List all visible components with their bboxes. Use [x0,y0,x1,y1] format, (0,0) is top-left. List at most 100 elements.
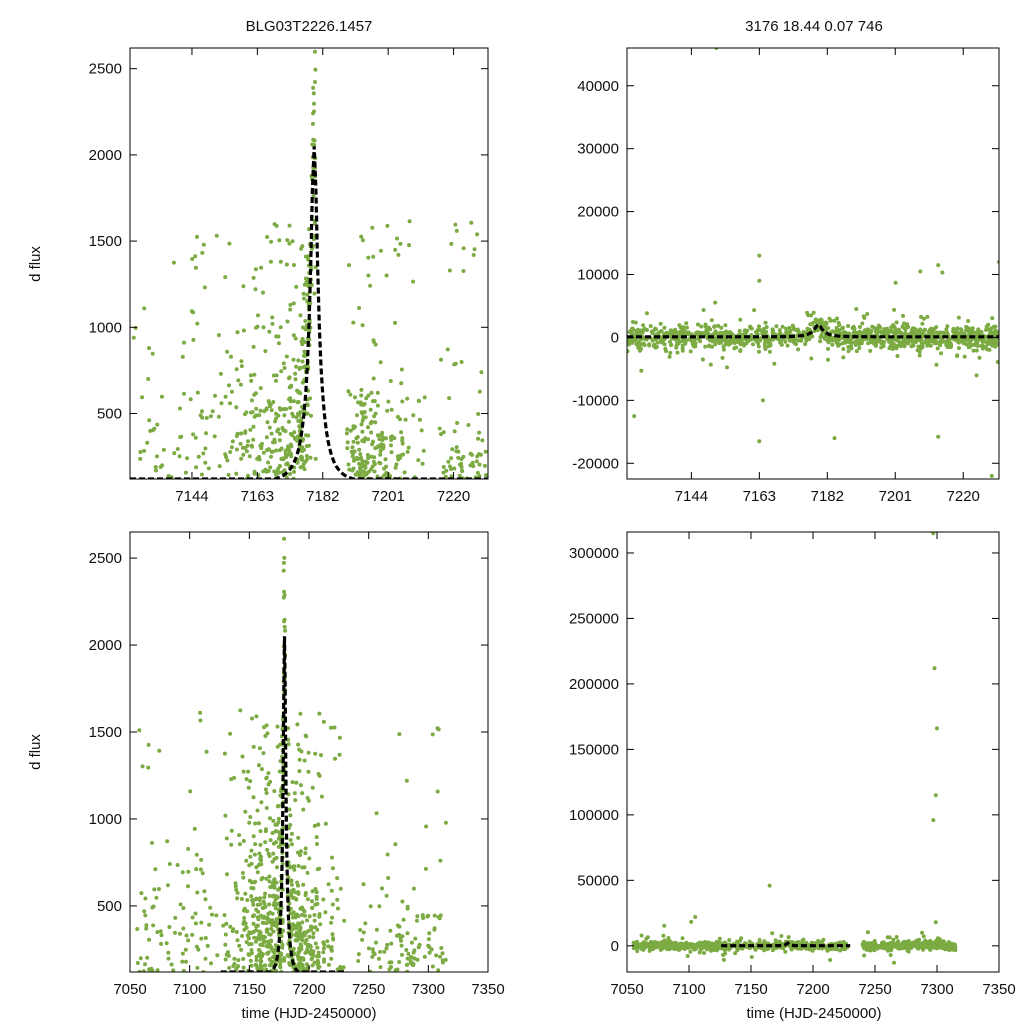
data-point [411,413,416,418]
data-point [471,464,476,469]
data-point [245,933,250,938]
data-point [233,884,238,889]
data-point [801,329,806,334]
data-point [253,842,258,847]
data-point [970,343,975,347]
data-point [242,927,247,932]
data-point [330,866,335,871]
data-point [269,431,274,436]
data-point [363,921,368,926]
data-point [267,893,272,898]
data-point [269,239,273,244]
data-point [183,470,188,475]
data-point [146,765,151,770]
data-point [345,446,350,451]
data-point [153,867,158,872]
data-point [266,911,271,916]
data-point [329,948,334,953]
data-point [859,341,864,346]
data-point [785,343,790,348]
data-point [400,441,405,446]
data-point [639,933,644,938]
data-point [278,961,283,966]
data-point [147,967,152,972]
data-point [305,966,310,970]
data-point [288,396,293,401]
data-point [761,327,766,331]
data-point [370,442,375,447]
data-point [843,338,848,343]
data-point [190,932,195,937]
data-point [239,456,244,461]
data-point [297,435,302,440]
data-point [943,332,948,336]
data-point [948,341,953,346]
data-point [371,950,376,955]
data-point [359,410,364,415]
data-point [768,343,773,348]
data-point [461,454,466,459]
data-point [313,887,318,891]
data-point [477,389,482,394]
data-point [931,327,936,332]
data-point [359,422,364,427]
data-point [182,391,186,396]
data-point [359,393,364,398]
data-point [186,884,190,889]
data-point [155,968,160,972]
data-point [280,861,285,866]
data-point [368,969,373,972]
data-point [186,869,191,874]
data-point [381,445,386,450]
data-point [770,329,775,334]
data-point [366,393,371,398]
data-point [397,732,402,737]
data-point [282,366,287,370]
data-point [138,450,143,454]
data-point [306,950,311,954]
data-point [849,346,854,351]
data-point [235,896,240,901]
data-point [282,617,287,622]
data-point [460,468,465,473]
data-point [479,370,484,375]
data-point [248,373,253,378]
data-point [303,276,308,281]
data-point [421,448,426,453]
data-point [680,326,685,331]
data-point [989,473,994,478]
data-point [280,945,285,950]
data-point [757,327,762,332]
data-point [140,764,145,769]
data-point [973,340,978,345]
data-point [227,241,232,246]
data-point [312,49,317,54]
data-point [727,339,732,344]
data-point [443,957,448,962]
data-point [895,354,900,358]
data-point [326,882,331,887]
data-point [389,407,394,412]
data-point [854,307,859,311]
data-point [475,232,480,237]
data-point [167,925,172,929]
data-point [737,329,742,333]
x-tick-label: 7300 [920,981,953,998]
data-point [888,953,893,957]
data-point [204,749,209,754]
data-point [816,938,821,943]
data-point [298,410,303,415]
data-point [252,852,257,857]
data-point [298,849,303,854]
data-point [270,449,275,454]
data-point [271,440,275,445]
data-point [238,441,243,446]
data-point [214,913,219,918]
data-point [300,920,305,925]
data-point [398,241,403,246]
data-point [228,450,233,454]
data-point [936,434,941,439]
data-point [311,935,316,940]
data-point [885,326,890,331]
data-point [244,777,249,782]
